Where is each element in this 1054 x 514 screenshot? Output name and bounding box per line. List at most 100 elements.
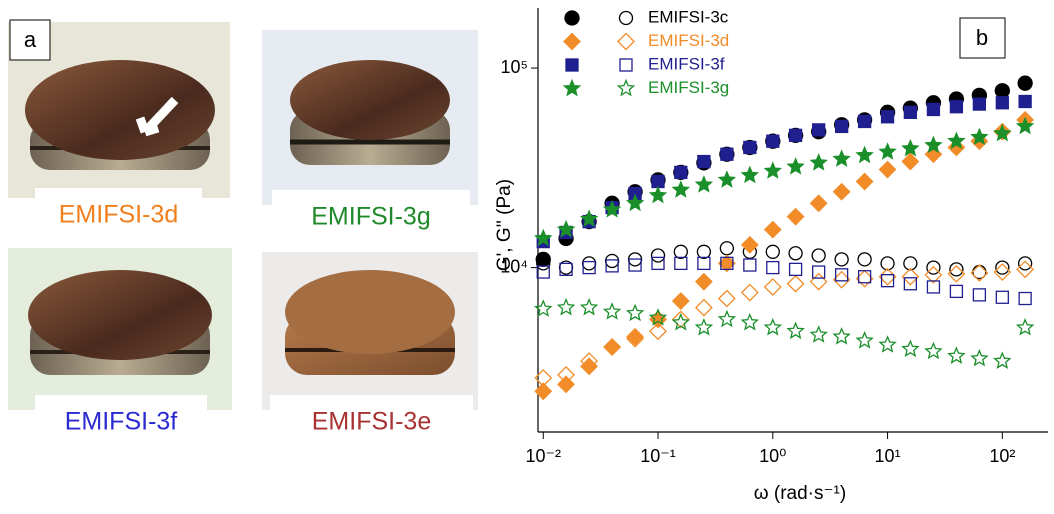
- loss-point: [742, 285, 758, 301]
- storage-point: [973, 98, 985, 110]
- storage-point: [880, 162, 896, 178]
- x-axis-label: ω (rad·s⁻¹): [754, 483, 846, 504]
- x-tick-label: 10²: [989, 446, 1015, 466]
- x-tick-label: 10⁰: [759, 446, 786, 466]
- loss-point: [903, 341, 918, 356]
- loss-point: [744, 259, 756, 271]
- sample-label: EMIFSI-3d: [59, 201, 178, 229]
- loss-point: [742, 315, 757, 330]
- y-tick-label: 10⁵: [501, 57, 528, 77]
- x-tick-label: 10⁻¹: [640, 446, 676, 466]
- loss-point: [880, 337, 895, 351]
- loss-point: [996, 291, 1008, 303]
- loss-point: [859, 271, 871, 283]
- loss-point: [789, 247, 802, 260]
- figure: a b G', G'' (Pa) ω (rad·s⁻¹) EMIFSI-3dEM…: [0, 0, 1054, 509]
- loss-point: [949, 348, 964, 363]
- storage-point: [767, 135, 779, 147]
- legend-label: EMIFSI-3c: [648, 7, 729, 26]
- storage-point: [650, 311, 666, 327]
- legend-marker: [564, 81, 579, 96]
- loss-point: [904, 278, 916, 290]
- loss-point: [606, 254, 619, 267]
- storage-point: [903, 141, 918, 155]
- storage-point: [581, 358, 597, 374]
- storage-point: [698, 156, 710, 168]
- legend-marker: [618, 34, 634, 50]
- storage-point: [834, 151, 849, 166]
- photo-disk: [285, 270, 455, 354]
- loss-point: [605, 304, 620, 318]
- loss-point: [674, 245, 687, 258]
- loss-point: [788, 276, 804, 292]
- storage-point: [652, 176, 664, 188]
- loss-point: [697, 245, 710, 258]
- photo-disk: [25, 60, 215, 160]
- storage-point: [696, 274, 712, 290]
- loss-point: [858, 253, 871, 266]
- legend-marker: [620, 12, 633, 25]
- loss-point: [696, 320, 711, 334]
- storage-point: [926, 137, 941, 152]
- storage-point: [836, 120, 848, 132]
- loss-point: [558, 300, 573, 315]
- storage-point: [904, 106, 916, 118]
- loss-point: [583, 257, 596, 270]
- loss-point: [698, 257, 710, 269]
- sample-label: EMIFSI-3g: [311, 203, 430, 231]
- x-tick-label: 10¹: [875, 446, 901, 466]
- legend-label: EMIFSI-3d: [648, 31, 729, 50]
- loss-point: [857, 333, 872, 348]
- storage-point: [719, 172, 734, 187]
- loss-point: [788, 323, 803, 338]
- storage-point: [1019, 95, 1031, 107]
- x-tick-label: 10⁻²: [525, 446, 561, 466]
- y-tick-label: 10⁴: [500, 256, 528, 276]
- storage-point: [788, 159, 803, 174]
- storage-point: [811, 155, 826, 170]
- loss-point: [811, 327, 826, 342]
- storage-point: [721, 148, 733, 160]
- loss-point: [652, 257, 664, 269]
- sample-label: EMIFSI-3e: [312, 408, 431, 436]
- legend-label: EMIFSI-3g: [648, 78, 729, 97]
- storage-point: [536, 252, 550, 266]
- storage-point: [927, 103, 939, 115]
- legend-marker: [565, 11, 579, 25]
- loss-point: [948, 266, 964, 282]
- loss-point: [652, 249, 665, 262]
- storage-point: [859, 115, 871, 127]
- storage-point: [765, 222, 781, 238]
- storage-point: [627, 329, 643, 345]
- loss-point: [765, 279, 781, 295]
- storage-point: [834, 184, 850, 200]
- loss-point: [1019, 293, 1031, 305]
- storage-point: [673, 293, 689, 309]
- loss-point: [582, 300, 597, 315]
- storage-point: [742, 237, 758, 253]
- loss-point: [1019, 257, 1032, 270]
- panel-label: a: [24, 27, 37, 52]
- loss-point: [1018, 320, 1033, 334]
- storage-point: [857, 147, 872, 162]
- storage-point: [744, 141, 756, 153]
- loss-point: [995, 353, 1010, 368]
- loss-point: [675, 257, 687, 269]
- loss-point: [950, 263, 963, 276]
- loss-point: [973, 289, 985, 301]
- loss-point: [628, 305, 643, 320]
- loss-point: [766, 245, 779, 258]
- storage-point: [1018, 76, 1032, 90]
- loss-point: [719, 291, 735, 307]
- loss-point: [834, 329, 849, 344]
- loss-point: [950, 285, 962, 297]
- storage-point: [558, 376, 574, 392]
- storage-point: [995, 84, 1009, 98]
- loss-point: [720, 242, 733, 255]
- legend-marker: [618, 81, 633, 96]
- storage-point: [696, 177, 711, 192]
- storage-point: [675, 166, 687, 178]
- storage-point: [604, 339, 620, 355]
- sample-label: EMIFSI-3f: [65, 408, 178, 436]
- loss-point: [972, 351, 987, 365]
